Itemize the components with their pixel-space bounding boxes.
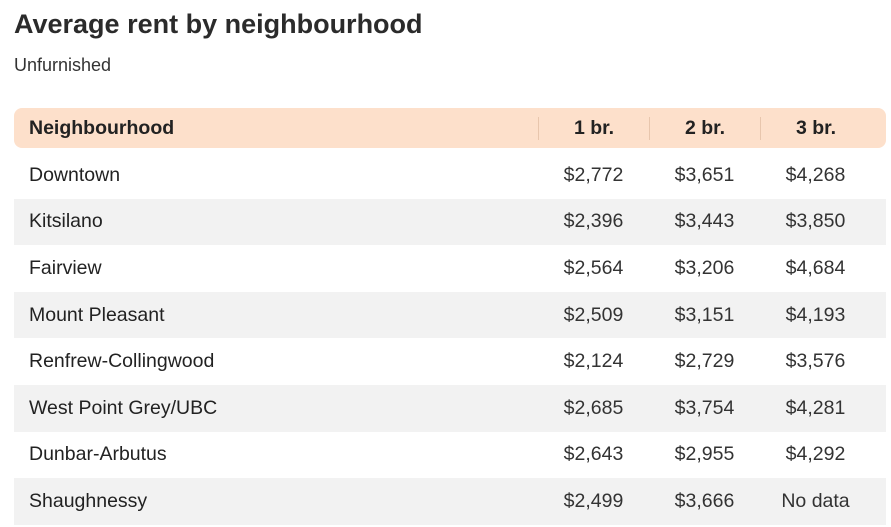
cell-2br: $3,666 <box>674 489 735 512</box>
cell-3br: $4,292 <box>785 443 846 466</box>
header-1br: 1 br. <box>538 116 649 140</box>
table-row: Renfrew-Collingwood $2,124 $2,729 $3,576 <box>14 338 886 385</box>
cell-neighbourhood: Shaughnessy <box>29 489 148 512</box>
cell-1br: $2,564 <box>563 256 624 279</box>
cell-2br: $3,206 <box>674 256 735 279</box>
cell-neighbourhood: Fairview <box>29 256 102 279</box>
cell-2br: $3,651 <box>674 163 735 186</box>
header-neighbourhood: Neighbourhood <box>29 116 175 139</box>
cell-3br: No data <box>781 489 850 512</box>
cell-1br: $2,685 <box>563 396 624 419</box>
cell-1br: $2,396 <box>563 210 624 233</box>
cell-1br: $2,772 <box>563 163 624 186</box>
cell-2br: $2,729 <box>674 350 735 373</box>
chart-subtitle: Unfurnished <box>14 55 112 75</box>
cell-neighbourhood: Kitsilano <box>29 210 103 233</box>
table-row: Shaughnessy $2,499 $3,666 No data <box>14 478 886 525</box>
table-row: Kitsilano $2,396 $3,443 $3,850 <box>14 198 886 246</box>
cell-neighbourhood: Dunbar-Arbutus <box>29 443 167 466</box>
cell-2br: $3,443 <box>674 210 735 233</box>
table-row: Mount Pleasant $2,509 $3,151 $4,193 <box>14 291 886 339</box>
cell-neighbourhood: Downtown <box>29 163 121 186</box>
header-3br: 3 br. <box>760 116 871 140</box>
cell-3br: $4,684 <box>785 256 846 279</box>
table-row: Fairview $2,564 $3,206 $4,684 <box>14 245 886 292</box>
cell-3br: $4,281 <box>785 396 846 419</box>
header-2br: 2 br. <box>649 116 760 140</box>
cell-neighbourhood: Renfrew-Collingwood <box>29 350 215 373</box>
rent-table: Neighbourhood 1 br. 2 br. 3 br. Downtown… <box>14 108 886 525</box>
cell-1br: $2,499 <box>563 489 624 512</box>
table-row: West Point Grey/UBC $2,685 $3,754 $4,281 <box>14 384 886 432</box>
cell-1br: $2,509 <box>563 303 624 326</box>
table-row: Dunbar-Arbutus $2,643 $2,955 $4,292 <box>14 432 886 479</box>
cell-3br: $4,268 <box>785 163 846 186</box>
cell-3br: $4,193 <box>785 303 846 326</box>
cell-neighbourhood: Mount Pleasant <box>29 303 165 326</box>
chart-title: Average rent by neighbourhood <box>14 9 423 39</box>
cell-neighbourhood: West Point Grey/UBC <box>29 396 218 419</box>
table-row: Downtown $2,772 $3,651 $4,268 <box>14 152 886 199</box>
table-header-row: Neighbourhood 1 br. 2 br. 3 br. <box>14 108 886 148</box>
cell-2br: $3,754 <box>674 396 735 419</box>
cell-2br: $3,151 <box>674 303 735 326</box>
cell-3br: $3,850 <box>785 210 846 233</box>
cell-1br: $2,124 <box>563 350 624 373</box>
cell-3br: $3,576 <box>785 350 846 373</box>
cell-1br: $2,643 <box>563 443 624 466</box>
cell-2br: $2,955 <box>674 443 735 466</box>
